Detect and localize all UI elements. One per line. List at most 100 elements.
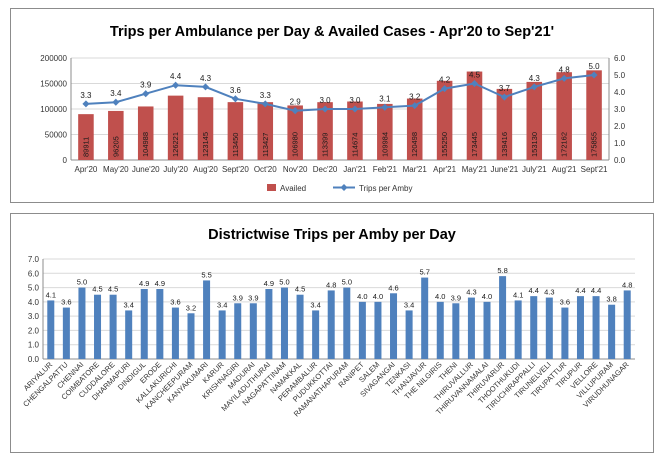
line-marker	[231, 95, 239, 103]
line-data-label: 4.3	[200, 74, 212, 83]
bar-data-label: 104988	[141, 132, 150, 157]
bar-data-label: 153130	[530, 132, 539, 157]
y-axis-tick: 1.0	[28, 341, 40, 350]
bar-availed	[586, 70, 602, 160]
line-marker	[590, 71, 598, 79]
bar-availed	[197, 97, 214, 160]
bar-data-label: 4.4	[591, 286, 601, 295]
district-bar	[530, 296, 538, 359]
bar-data-label: 3.8	[606, 295, 616, 304]
bar-availed	[466, 71, 483, 160]
bar-data-label: 4.0	[357, 292, 367, 301]
line-data-label: 3.4	[110, 89, 122, 98]
line-data-label: 3.1	[379, 94, 391, 103]
bar-data-label: 89911	[81, 137, 90, 157]
bar-availed	[167, 95, 184, 160]
bar-availed	[317, 102, 333, 160]
left-axis-tick: 150000	[40, 80, 67, 89]
right-axis-tick: 4.0	[614, 88, 626, 97]
trips-per-amby-line	[85, 74, 595, 112]
bar-data-label: 114674	[350, 133, 359, 157]
line-data-label: 3.9	[140, 81, 152, 90]
district-bar	[421, 277, 429, 359]
x-axis-label: Nov'20	[283, 165, 308, 174]
left-axis-tick: 50000	[45, 131, 68, 140]
district-bar	[187, 313, 195, 359]
district-bar	[171, 307, 179, 359]
line-marker	[172, 81, 180, 89]
x-axis-label: Oct'20	[254, 165, 277, 174]
district-bar	[62, 307, 70, 359]
bar-availed	[436, 80, 453, 160]
bar-data-label: 155250	[440, 132, 449, 157]
bar-availed	[108, 110, 124, 160]
x-axis-label: Sept'21	[581, 165, 608, 174]
bar-data-label: 120498	[410, 132, 419, 157]
district-bar	[561, 307, 569, 359]
bar-data-label: 3.4	[217, 300, 227, 309]
y-axis-tick: 7.0	[28, 255, 40, 264]
district-trips-chart-panel: Districtwise Trips per Amby per Day 0.0 1…	[10, 213, 654, 453]
x-axis-label: Aug'21	[552, 165, 577, 174]
line-data-label: 3.0	[349, 96, 361, 105]
line-data-label: 3.7	[499, 84, 511, 93]
legend-availed-swatch	[267, 184, 276, 191]
trips-availed-chart-panel: Trips per Ambulance per Day & Availed Ca…	[10, 8, 654, 203]
line-data-label: 4.8	[559, 65, 571, 74]
bar-data-label: 4.5	[295, 285, 305, 294]
x-axis-label: Dec'20	[313, 165, 338, 174]
line-data-label: 3.3	[260, 91, 272, 100]
line-data-label: 3.3	[80, 91, 92, 100]
line-marker	[441, 85, 449, 93]
bar-data-label: 106980	[291, 132, 300, 157]
bar-data-label: 3.4	[123, 300, 133, 309]
bar-availed	[526, 81, 543, 160]
line-data-label: 3.0	[319, 96, 331, 105]
x-axis-label: Apr'21	[433, 165, 456, 174]
y-axis-tick: 6.0	[28, 269, 40, 278]
district-bar	[514, 300, 522, 359]
line-data-label: 5.0	[588, 62, 600, 71]
bar-data-label: 126221	[171, 132, 180, 157]
bar-data-label: 4.0	[373, 292, 383, 301]
bar-data-label: 4.9	[264, 279, 274, 288]
district-bar	[592, 296, 600, 359]
line-data-label: 4.4	[170, 72, 182, 81]
right-axis-tick: 1.0	[614, 139, 626, 148]
x-axis-label: June'20	[132, 165, 160, 174]
line-marker	[470, 79, 479, 88]
district-bar	[623, 290, 631, 359]
district-bar	[374, 301, 382, 359]
bar-data-label: 4.1	[46, 290, 56, 299]
x-axis-label: Apr'20	[75, 165, 98, 174]
bar-data-label: 3.6	[560, 298, 570, 307]
right-axis-tick: 6.0	[614, 54, 626, 63]
line-marker	[201, 83, 210, 91]
line-data-label: 4.3	[529, 74, 541, 83]
y-axis-tick: 3.0	[28, 312, 40, 321]
line-data-label: 2.9	[290, 98, 302, 107]
bar-data-label: 5.0	[342, 278, 352, 287]
district-bar	[545, 297, 553, 359]
line-marker	[381, 103, 389, 111]
right-axis-tick: 2.0	[614, 122, 626, 131]
x-axis-label: May'20	[103, 165, 129, 174]
bar-data-label: 4.0	[435, 292, 445, 301]
legend-trips-marker	[340, 183, 348, 192]
bar-data-label: 3.9	[248, 293, 258, 302]
bar-data-label: 5.8	[497, 266, 507, 275]
bar-data-label: 4.4	[529, 286, 539, 295]
bar-data-label: 5.0	[279, 278, 289, 287]
bar-availed	[347, 101, 363, 160]
line-data-label: 3.2	[409, 93, 421, 102]
bar-data-label: 4.9	[139, 279, 149, 288]
chart2-title: Districtwise Trips per Amby per Day	[208, 227, 456, 243]
district-bar	[327, 290, 335, 359]
district-bar	[390, 293, 398, 359]
district-bar	[405, 310, 413, 359]
right-axis-tick: 0.0	[614, 156, 626, 165]
district-bar	[467, 297, 475, 359]
bar-data-label: 4.3	[544, 288, 554, 297]
bar-data-label: 4.9	[155, 279, 165, 288]
bar-data-label: 109984	[380, 132, 389, 157]
